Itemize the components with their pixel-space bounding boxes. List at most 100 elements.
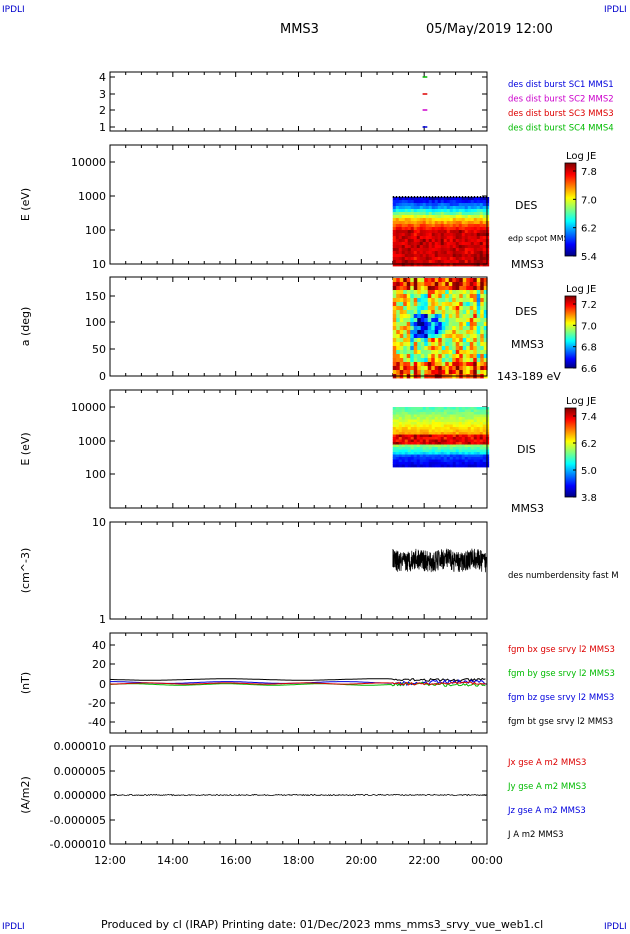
heatmap-cell: [443, 257, 448, 261]
heatmap-cell: [406, 346, 411, 351]
heatmap-cell: [434, 330, 439, 335]
heatmap-cell: [438, 286, 443, 291]
heatmap-cell: [410, 417, 415, 420]
heatmap-cell: [416, 422, 421, 425]
heatmap-cell: [482, 462, 487, 465]
heatmap-cell: [476, 224, 481, 228]
heatmap-cell: [441, 306, 446, 311]
heatmap-cell: [458, 218, 463, 222]
heatmap-cell: [428, 209, 433, 213]
heatmap-cell: [461, 419, 466, 423]
heatmap-cell: [427, 346, 432, 351]
heatmap-cell: [452, 464, 457, 468]
heatmap-cell: [464, 230, 469, 234]
heatmap-cell: [452, 200, 457, 204]
heatmap-cell: [479, 200, 484, 204]
heatmap-cell: [399, 310, 404, 315]
heatmap-cell: [428, 459, 433, 463]
heatmap-cell: [404, 454, 409, 458]
heatmap-cell: [434, 439, 439, 443]
heatmap-cell: [431, 239, 436, 243]
heatmap-cell: [464, 197, 469, 201]
heatmap-cell: [434, 464, 439, 468]
heatmap-cell: [458, 462, 463, 465]
heatmap-cell: [425, 209, 430, 213]
heatmap-cell: [476, 370, 481, 375]
heatmap-cell: [413, 245, 418, 249]
heatmap-cell: [476, 424, 481, 428]
heatmap-cell: [470, 230, 475, 234]
heatmap-cell: [470, 197, 475, 201]
heatmap-cell: [399, 318, 404, 323]
heatmap-cell: [407, 260, 412, 264]
heatmap-cell: [403, 306, 408, 311]
heatmap-cell: [392, 354, 397, 359]
heatmap-cell: [464, 457, 469, 460]
heatmap-cell: [428, 206, 433, 210]
heatmap-cell: [410, 432, 415, 435]
heatmap-cell: [479, 407, 484, 410]
heatmap-cell: [480, 302, 485, 307]
heatmap-cell: [473, 302, 478, 307]
heatmap-cell: [437, 442, 442, 445]
heatmap-cell: [401, 245, 406, 249]
heatmap-cell: [431, 251, 436, 255]
heatmap-cell: [445, 322, 450, 327]
heatmap-cell: [420, 362, 425, 367]
heatmap-cell: [392, 236, 397, 240]
heatmap-cell: [392, 362, 397, 367]
heatmap-cell: [392, 444, 397, 448]
heatmap-cell: [396, 282, 401, 287]
heatmap-cell: [434, 338, 439, 343]
heatmap-cell: [455, 452, 460, 455]
heatmap-cell: [416, 245, 421, 249]
heatmap-cell: [419, 257, 424, 261]
heatmap-cell: [479, 260, 484, 264]
heatmap-cell: [452, 224, 457, 228]
heatmap-cell: [448, 306, 453, 311]
heatmap-cell: [476, 221, 481, 225]
x-tick-label: 00:00: [471, 854, 503, 867]
heatmap-cell: [422, 407, 427, 410]
heatmap-cell: [476, 206, 481, 210]
heatmap-cell: [416, 227, 421, 231]
heatmap-cell: [427, 338, 432, 343]
heatmap-cell: [416, 221, 421, 225]
heatmap-cell: [445, 310, 450, 315]
heatmap-cell: [458, 212, 463, 216]
heatmap-cell: [413, 286, 418, 291]
heatmap-cell: [406, 298, 411, 303]
heatmap-cell: [434, 409, 439, 413]
heatmap-cell: [479, 224, 484, 228]
heatmap-cell: [449, 230, 454, 234]
heatmap-cell: [417, 326, 422, 331]
heatmap-cell: [473, 419, 478, 423]
heatmap-cell: [458, 209, 463, 213]
heatmap-cell: [441, 294, 446, 299]
heatmap-cell: [466, 342, 471, 347]
heatmap-cell: [410, 314, 415, 319]
heatmap-cell: [470, 459, 475, 463]
heatmap-cell: [443, 414, 448, 418]
heatmap-cell: [449, 447, 454, 450]
heatmap-cell: [440, 432, 445, 435]
heatmap-cell: [431, 366, 436, 371]
panel-bottom-label: MMS3: [511, 258, 544, 271]
heatmap-cell: [445, 326, 450, 331]
heatmap-cell: [392, 294, 397, 299]
heatmap-cell: [416, 457, 421, 460]
heatmap-cell: [437, 242, 442, 246]
legend-entry: des dist burst SC3 MMS3: [508, 109, 614, 119]
y-axis-label: E (eV): [19, 432, 32, 465]
heatmap-cell: [479, 230, 484, 234]
heatmap-cell: [467, 434, 472, 438]
heatmap-cell: [440, 442, 445, 445]
heatmap-cell: [476, 286, 481, 291]
heatmap-cell: [404, 260, 409, 264]
heatmap-cell: [464, 444, 469, 448]
heatmap-cell: [392, 447, 397, 450]
heatmap-cell: [482, 260, 487, 264]
heatmap-cell: [434, 419, 439, 423]
heatmap-cell: [434, 429, 439, 433]
heatmap-cell: [428, 452, 433, 455]
